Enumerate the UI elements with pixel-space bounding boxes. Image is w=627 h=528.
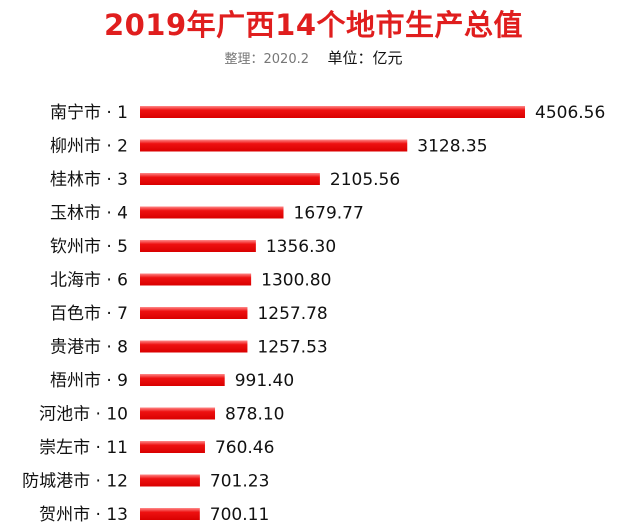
bar: [140, 106, 525, 118]
value-label: 1356.30: [266, 237, 336, 257]
bar: [140, 407, 216, 420]
category-label: 贵港市 · 8: [50, 338, 128, 358]
unit-note: 单位：亿元: [327, 49, 403, 67]
category-label: 桂林市 · 3: [50, 170, 128, 190]
value-label: 700.11: [210, 505, 269, 525]
bar: [140, 441, 205, 453]
category-label: 钦州市 · 5: [50, 237, 128, 257]
bar: [140, 206, 284, 219]
chart-title: 2019年广西14个地市生产总值: [103, 8, 524, 42]
chart-subtitle: 整理：2020.2 单位：亿元: [0, 48, 627, 70]
category-label: 河池市 · 10: [39, 405, 128, 425]
value-label: 4506.56: [535, 103, 605, 123]
value-label: 991.40: [235, 371, 294, 391]
category-label: 南宁市 · 1: [50, 103, 128, 123]
bar: [140, 240, 256, 252]
category-label: 防城港市 · 12: [22, 472, 128, 492]
bar: [140, 374, 225, 386]
bar: [140, 340, 248, 353]
category-label: 北海市 · 6: [50, 271, 128, 291]
bar: [140, 508, 200, 520]
category-label: 百色市 · 7: [50, 304, 128, 324]
bar: [140, 307, 248, 319]
value-label: 878.10: [225, 405, 284, 425]
value-label: 1300.80: [261, 271, 331, 291]
category-label: 玉林市 · 4: [50, 204, 128, 224]
category-label: 崇左市 · 11: [39, 438, 128, 458]
value-label: 1679.77: [294, 204, 364, 224]
bar: [140, 173, 320, 185]
bar: [140, 273, 252, 286]
value-label: 760.46: [215, 438, 274, 458]
value-label: 1257.53: [257, 338, 327, 358]
value-label: 1257.78: [257, 304, 327, 324]
value-label: 2105.56: [330, 170, 400, 190]
category-label: 贺州市 · 13: [39, 505, 128, 525]
category-label: 柳州市 · 2: [50, 137, 128, 157]
bar: [140, 474, 200, 487]
bar: [140, 139, 408, 152]
bar-layer: 南宁市 · 1 4506.56 柳州市 · 2 3128.35 桂林市 · 3 2105.…: [22, 103, 605, 525]
compiled-date-note: 整理：2020.2: [224, 52, 310, 67]
category-label: 梧州市 · 9: [50, 371, 128, 391]
value-label: 701.23: [210, 472, 269, 492]
value-label: 3128.35: [417, 137, 487, 157]
